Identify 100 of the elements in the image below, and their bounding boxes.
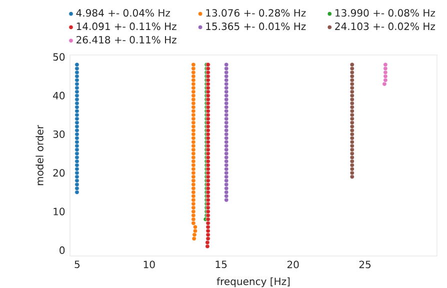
point — [224, 82, 229, 86]
point — [74, 97, 80, 102]
point — [191, 205, 196, 210]
point — [74, 151, 80, 156]
point — [74, 124, 80, 129]
point — [74, 104, 80, 110]
point — [74, 155, 80, 160]
point — [224, 62, 229, 67]
point — [74, 86, 80, 90]
point — [350, 151, 354, 156]
point — [191, 62, 196, 67]
point — [191, 220, 196, 226]
point — [350, 136, 354, 140]
point — [224, 166, 229, 172]
point — [224, 97, 229, 102]
point — [191, 116, 196, 122]
point — [224, 198, 229, 202]
point — [350, 70, 354, 75]
point — [224, 136, 229, 140]
point — [74, 170, 80, 176]
y-axis-title: model order — [36, 124, 44, 186]
point — [224, 86, 229, 90]
point — [224, 66, 229, 71]
point — [74, 93, 80, 98]
point — [191, 112, 196, 118]
point — [205, 240, 210, 245]
point — [224, 78, 229, 82]
point — [350, 108, 354, 114]
point — [191, 82, 196, 86]
y-tick-label: 20 — [53, 169, 65, 177]
point — [224, 104, 229, 110]
point — [191, 190, 196, 195]
point — [224, 70, 229, 75]
point — [74, 78, 80, 82]
point — [224, 151, 229, 156]
point — [191, 151, 196, 156]
point — [383, 66, 388, 71]
point — [191, 158, 196, 164]
point — [224, 93, 229, 98]
point — [350, 124, 354, 129]
point — [191, 78, 196, 82]
x-tick-label: 25 — [359, 260, 371, 268]
point — [350, 104, 354, 110]
point — [191, 166, 196, 172]
point — [74, 82, 80, 86]
y-tick-label: 0 — [60, 246, 65, 254]
y-tick-label: 40 — [53, 92, 65, 100]
y-tick-label: 10 — [54, 208, 65, 216]
point — [350, 140, 354, 144]
point — [191, 120, 196, 125]
point — [74, 186, 80, 191]
x-tick-label: 10 — [144, 260, 155, 268]
legend-label: 13.076 +- 0.28% Hz — [206, 9, 306, 17]
point — [192, 236, 196, 241]
point — [224, 155, 229, 160]
legend-label: 14.091 +- 0.11% Hz — [76, 22, 176, 30]
point — [350, 86, 354, 90]
point — [350, 97, 354, 102]
point — [192, 224, 198, 230]
point — [191, 186, 196, 191]
point — [191, 132, 196, 137]
point — [350, 112, 354, 118]
point — [350, 128, 354, 133]
point — [383, 70, 388, 75]
point — [350, 120, 354, 125]
point — [350, 66, 354, 71]
point — [74, 116, 80, 122]
point — [191, 70, 196, 75]
point — [74, 166, 80, 172]
point — [191, 93, 196, 98]
point — [191, 182, 196, 187]
y-tick-label: 50 — [53, 53, 65, 61]
point — [74, 140, 80, 144]
point — [224, 186, 229, 191]
point — [224, 178, 229, 183]
point — [191, 178, 196, 183]
point — [191, 136, 196, 140]
point — [74, 62, 80, 67]
point — [350, 158, 354, 164]
point — [191, 124, 196, 129]
point — [350, 93, 354, 98]
point — [191, 89, 196, 94]
point — [224, 147, 229, 152]
point — [74, 128, 80, 133]
x-tick-label: 15 — [216, 260, 227, 268]
point — [74, 158, 80, 164]
point — [350, 162, 354, 168]
point — [74, 108, 80, 114]
point — [191, 74, 196, 79]
point — [191, 108, 196, 114]
point — [350, 78, 354, 82]
point — [74, 182, 80, 187]
point — [224, 170, 229, 176]
point — [350, 170, 354, 176]
point — [192, 228, 198, 234]
point — [224, 128, 229, 133]
point — [224, 120, 229, 125]
point — [382, 82, 387, 86]
point — [206, 216, 210, 222]
point — [350, 82, 354, 86]
